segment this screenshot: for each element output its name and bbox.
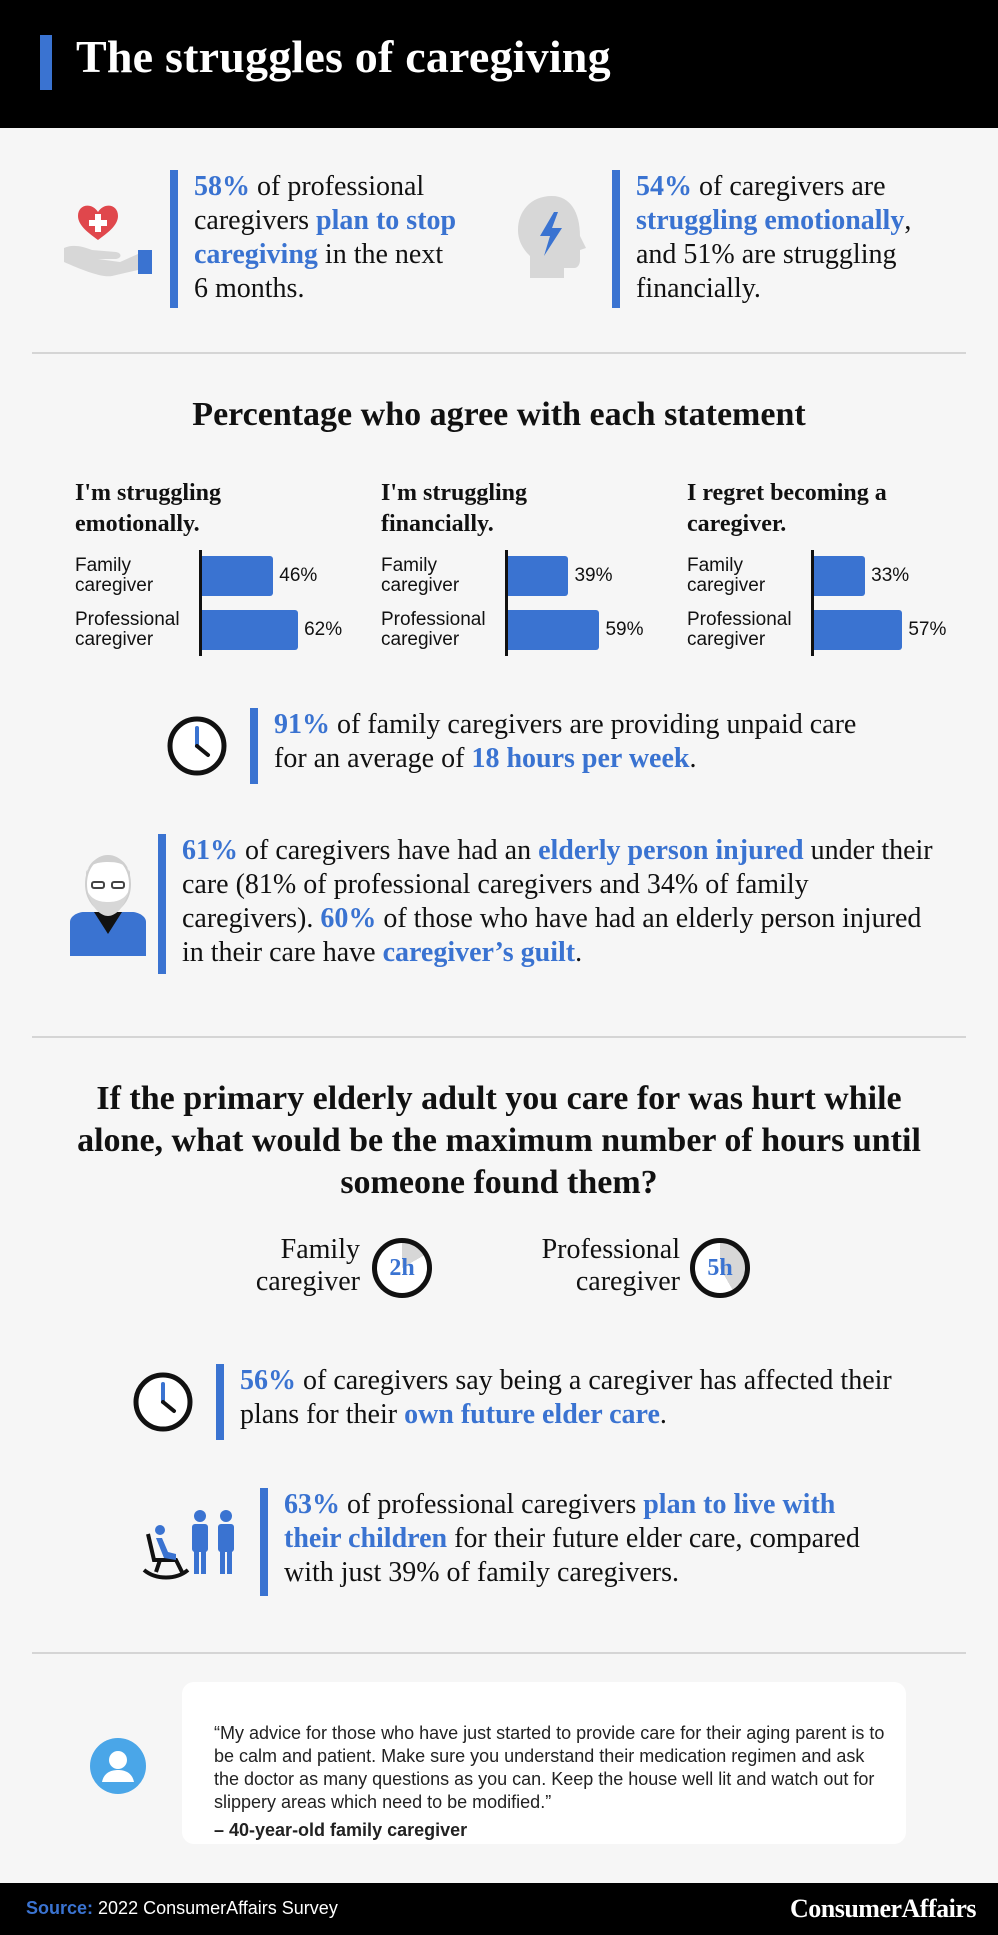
brand-logo: ConsumerAffairs xyxy=(789,1894,977,1923)
category-label: Family caregiver xyxy=(381,555,460,596)
bar-value-label: 33% xyxy=(871,565,910,586)
bar xyxy=(508,556,569,596)
source-line: Source: 2022 ConsumerAffairs Survey xyxy=(26,1898,338,1918)
category-label: Family caregiver xyxy=(687,555,766,596)
stat-live-with-children: 63% of professional caregivers plan to l… xyxy=(260,1488,920,1596)
chart-axis xyxy=(811,550,814,656)
section-title-percentage: Percentage who agree with each statement xyxy=(192,396,806,433)
stat-unpaid-care: 91% of family caregivers are providing u… xyxy=(250,708,890,784)
section-title-hours: If the primary elderly adult you care fo… xyxy=(77,1080,921,1201)
bar xyxy=(814,556,866,596)
footer: Source: 2022 ConsumerAffairs Survey Cons… xyxy=(0,1883,998,1935)
clock-icon xyxy=(167,716,227,776)
chart-axis xyxy=(505,550,508,656)
chart-axis xyxy=(199,550,202,656)
stat-elderly-injured: 61% of caregivers have had an elderly pe… xyxy=(158,834,938,974)
professional-hours-value: 5h xyxy=(707,1255,733,1281)
bar xyxy=(202,556,274,596)
quote-card: “My advice for those who have just start… xyxy=(182,1682,906,1844)
bar-value-label: 46% xyxy=(279,565,318,586)
bar-value-label: 39% xyxy=(574,565,613,586)
elderly-person-icon xyxy=(70,855,146,956)
divider xyxy=(32,352,966,354)
category-label: Professional caregiver xyxy=(687,609,792,650)
professional-hours-clock: 5h xyxy=(690,1238,750,1298)
divider xyxy=(32,1652,966,1654)
header: The struggles of caregiving xyxy=(0,0,998,128)
head-lightning-icon xyxy=(518,196,586,278)
chart-title: I'm struggling emotionally. xyxy=(75,480,222,537)
bar-value-label: 59% xyxy=(605,619,644,640)
bar-chart-2: I'm struggling financially. Family caregi… xyxy=(381,478,661,658)
professional-caregiver-label: Professional caregiver xyxy=(541,1234,680,1297)
caring-hand-heart-icon xyxy=(64,205,152,277)
page-title: The struggles of caregiving xyxy=(76,31,611,82)
bar xyxy=(508,610,600,650)
quote-attribution: – 40-year-old family caregiver xyxy=(214,1820,468,1840)
bar-value-label: 62% xyxy=(304,619,343,640)
family-caregiver-label: Family caregiver xyxy=(255,1234,360,1297)
stat-struggling-emotionally: 54% of caregivers are struggling emotion… xyxy=(612,170,958,308)
category-label: Professional caregiver xyxy=(381,609,486,650)
chart-title: I'm struggling financially. xyxy=(381,480,528,537)
family-hours-value: 2h xyxy=(389,1255,415,1281)
category-label: Professional caregiver xyxy=(75,609,180,650)
rocking-chair-family-icon xyxy=(142,1510,234,1580)
header-accent-bar xyxy=(40,35,52,90)
quote-text: “My advice for those who have just start… xyxy=(214,1723,885,1812)
family-hours-clock: 2h xyxy=(372,1238,432,1298)
stat-future-elder-care: 56% of caregivers say being a caregiver … xyxy=(216,1364,896,1440)
bar xyxy=(202,610,299,650)
bar xyxy=(814,610,903,650)
user-avatar-icon xyxy=(90,1738,146,1794)
clock-icon xyxy=(133,1372,193,1432)
bar-value-label: 57% xyxy=(908,619,947,640)
chart-title: I regret becoming a caregiver. xyxy=(687,480,887,537)
divider xyxy=(32,1036,966,1038)
bar-chart-1: I'm struggling emotionally. Family caregi… xyxy=(75,478,355,658)
category-label: Family caregiver xyxy=(75,555,154,596)
bar-chart-3: I regret becoming a caregiver. Family car… xyxy=(687,478,967,658)
stat-plan-to-stop: 58% of professional caregivers plan to s… xyxy=(170,170,460,308)
